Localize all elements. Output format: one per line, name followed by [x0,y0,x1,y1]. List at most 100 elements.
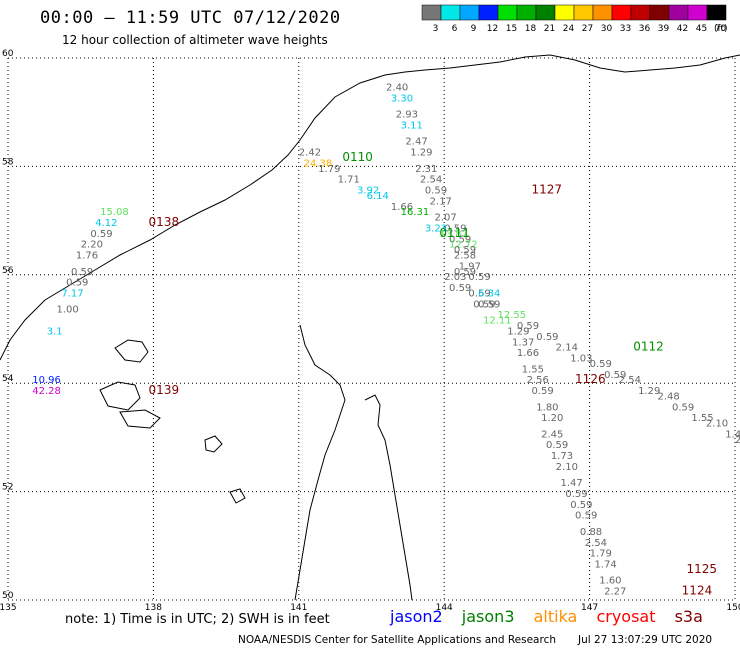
wave-observation: 1.79 [590,549,612,560]
wave-observation: 0.59 [454,245,476,256]
wave-observation: 0.59 [444,223,466,234]
island-d [204,435,223,453]
wave-observation: 12.11 [483,316,512,327]
lat-tick-label: 58 [2,157,14,167]
wave-observation: 1.79 [318,164,340,175]
pass-labels-layer: 0110 1127 0138 0111 0112 1126 0139 1125 1124 [149,150,718,598]
wave-observation: 1.37 [512,337,534,348]
lat-tick-label: 50 [2,591,14,601]
wave-observation: 2.17 [430,196,452,207]
wave-observation: 0.59 [66,278,88,289]
legend-swatch [611,4,632,21]
wave-observation: 1.76 [76,251,98,262]
legend-swatch [592,4,613,21]
wave-observation: 1.71 [338,175,360,186]
coastline [0,54,740,601]
legend-swatch [440,4,461,21]
lon-tick-label: 150 [726,603,740,613]
wave-observation: 2.14 [556,343,578,354]
wave-observation: 2.20 [81,240,103,251]
wave-observation: 1.46 [725,429,740,440]
pass-time-label: 0111 [439,226,470,240]
wave-observation: 3.92 [357,186,379,197]
legend-swatch [573,4,594,21]
wave-observation: 2.4 [735,435,740,446]
wave-observation: 2.03 [444,272,466,283]
wave-observation: 6.14 [367,191,389,202]
wave-observation: 42.28 [32,386,61,397]
wave-observation: 0.59 [473,299,495,310]
legend-swatch [706,4,727,21]
wave-observation: 0.59 [71,267,93,278]
wave-observation: 0.59 [478,299,500,310]
lat-tick-label: 54 [2,374,14,384]
wave-observation: 1.55 [522,364,544,375]
sat-jason3: jason3 [461,607,515,626]
pass-time-label: 1126 [575,372,606,386]
island-a [114,339,149,363]
wave-observation: 12.72 [449,240,478,251]
sat-s3a: s3a [674,607,703,626]
legend-swatch [668,4,689,21]
legend-swatch [630,4,651,21]
legend-swatch [554,4,575,21]
island-e [229,488,246,504]
legend-label: 24 [563,24,575,34]
legend-swatch [478,4,499,21]
legend-label: 12 [487,24,498,34]
legend-label: 9 [471,24,477,34]
legend-label: 27 [582,24,593,34]
wave-observation: 3.1 [47,326,63,337]
wave-observation: 1.74 [594,559,616,570]
pass-time-label: 0139 [149,383,180,397]
legend-label: 6 [452,24,458,34]
wave-observation: 0.59 [590,359,612,370]
wave-observation: 1.47 [561,478,583,489]
wave-observation: 10.96 [32,375,61,386]
wave-observation: 0.88 [580,527,602,538]
wave-observation: 0.59 [536,332,558,343]
legend-swatch [687,4,708,21]
wave-observation: 0.59 [425,186,447,197]
wave-observation: 2.10 [706,419,728,430]
wave-observation: 1.80 [536,402,558,413]
legend-label: 33 [620,24,631,34]
footer-credit: NOAA/NESDIS Center for Satellite Applica… [238,634,556,646]
island-c [119,409,161,429]
legend-swatch [535,4,556,21]
lon-tick-label: 147 [581,603,598,613]
wave-observation: 2.54 [420,175,442,186]
wave-observation: 2.42 [299,148,321,159]
legend-label: 3 [433,24,439,34]
coastline-mainland-east [294,324,346,601]
observations-layer: 2.403.302.933.112.471.292.312.540.592.17… [32,83,740,598]
wave-observation: 0.59 [449,234,471,245]
wave-observation: 0.59 [672,402,694,413]
map-grid [7,57,736,601]
wave-observation: 16.31 [401,207,430,218]
legend-label: 18 [525,24,537,34]
legend-label: 45 [696,24,707,34]
wave-observation: 2.54 [619,375,641,386]
lat-tick-label: 52 [2,483,13,493]
wave-observation: 7.17 [61,288,83,299]
wave-observation: 12.55 [498,310,527,321]
legend-label: 70 [715,24,727,34]
wave-observation: 0.59 [468,272,490,283]
legend-swatch [497,4,518,21]
wave-observation: 6.34 [478,288,500,299]
wave-observation: 2.40 [386,83,408,94]
wave-observation: 0.59 [575,511,597,522]
wave-observation: 1.29 [410,148,432,159]
legend-label: 21 [544,24,555,34]
wave-observation: 1.73 [551,451,573,462]
sat-jason2: jason2 [390,607,443,626]
wave-observation: 1.97 [459,261,481,272]
wave-observation: 2.47 [405,137,427,148]
lat-tick-label: 60 [2,49,14,59]
wave-observation: 0.59 [468,288,490,299]
lon-tick-label: 135 [0,603,17,613]
legend-label: 39 [658,24,670,34]
pass-time-label: 0112 [633,340,664,354]
